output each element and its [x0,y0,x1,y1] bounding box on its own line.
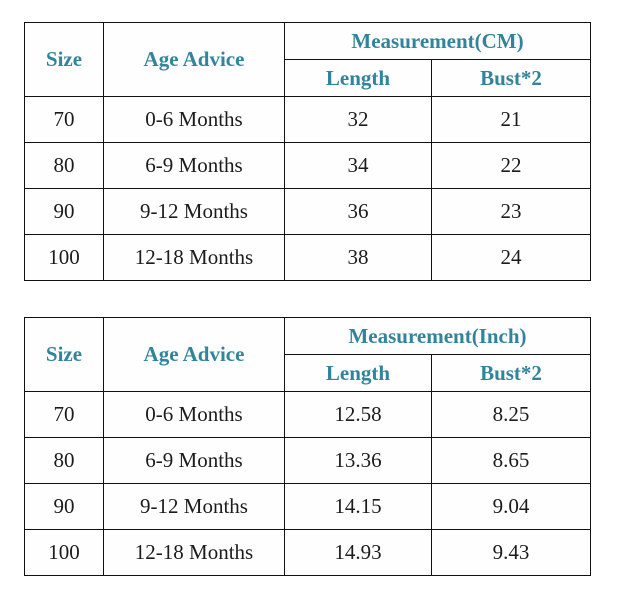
cell-age: 6-9 Months [103,437,285,484]
column-header-bust: Bust*2 [431,59,591,97]
table-row: 80 6-9 Months 13.36 8.65 [24,437,591,484]
column-header-age-advice: Age Advice [103,22,285,97]
size-chart-cm-header: Size Age Advice Measurement(CM) Length B… [24,22,591,97]
cell-length: 14.15 [284,483,432,530]
cell-age: 0-6 Months [103,391,285,438]
size-chart-cm-table: Size Age Advice Measurement(CM) Length B… [24,22,591,281]
cell-length: 14.93 [284,529,432,576]
size-chart-inch-table: Size Age Advice Measurement(Inch) Length… [24,317,591,576]
cell-size: 80 [24,142,104,189]
cell-length: 12.58 [284,391,432,438]
cell-age: 9-12 Months [103,483,285,530]
table-row: 80 6-9 Months 34 22 [24,142,591,189]
size-chart-inch-header: Size Age Advice Measurement(Inch) Length… [24,317,591,392]
cell-bust: 8.25 [431,391,591,438]
cell-size: 100 [24,529,104,576]
table-row: 90 9-12 Months 36 23 [24,188,591,235]
column-header-age-advice: Age Advice [103,317,285,392]
cell-bust: 8.65 [431,437,591,484]
cell-size: 70 [24,391,104,438]
cell-age: 0-6 Months [103,96,285,143]
cell-bust: 9.04 [431,483,591,530]
cell-age: 12-18 Months [103,234,285,281]
table-row: 70 0-6 Months 12.58 8.25 [24,391,591,438]
table-row: 70 0-6 Months 32 21 [24,96,591,143]
cell-length: 13.36 [284,437,432,484]
cell-bust: 22 [431,142,591,189]
column-header-measurement-cm: Measurement(CM) [284,22,591,60]
cell-age: 6-9 Months [103,142,285,189]
table-row: 90 9-12 Months 14.15 9.04 [24,483,591,530]
cell-age: 12-18 Months [103,529,285,576]
cell-bust: 9.43 [431,529,591,576]
cell-length: 34 [284,142,432,189]
table-row: 100 12-18 Months 38 24 [24,234,591,281]
cell-size: 90 [24,188,104,235]
size-chart-page: Size Age Advice Measurement(CM) Length B… [24,22,591,576]
cell-bust: 23 [431,188,591,235]
cell-length: 36 [284,188,432,235]
cell-length: 32 [284,96,432,143]
table-row: 100 12-18 Months 14.93 9.43 [24,529,591,576]
cell-size: 80 [24,437,104,484]
cell-length: 38 [284,234,432,281]
column-header-measurement-inch: Measurement(Inch) [284,317,591,355]
column-header-bust: Bust*2 [431,354,591,392]
cell-size: 70 [24,96,104,143]
column-header-size: Size [24,22,104,97]
cell-bust: 21 [431,96,591,143]
column-header-size: Size [24,317,104,392]
column-header-length: Length [284,59,432,97]
cell-age: 9-12 Months [103,188,285,235]
column-header-length: Length [284,354,432,392]
cell-bust: 24 [431,234,591,281]
cell-size: 100 [24,234,104,281]
cell-size: 90 [24,483,104,530]
